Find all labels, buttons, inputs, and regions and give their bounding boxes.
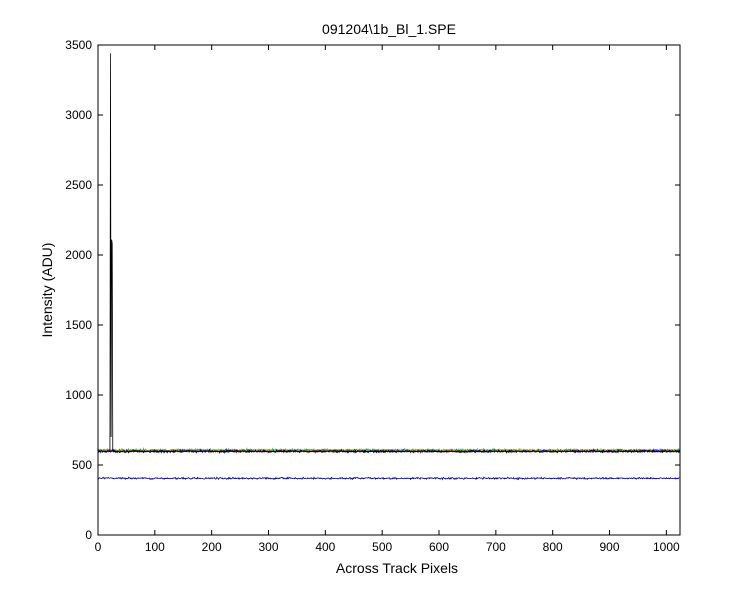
series-line	[97, 476, 680, 481]
y-tick-label: 0	[85, 528, 92, 542]
series-line	[97, 53, 680, 455]
x-tick-label: 800	[543, 540, 563, 554]
x-axis-label: Across Track Pixels	[336, 560, 458, 576]
y-axis-label: Intensity (ADU)	[39, 243, 55, 338]
x-axis-ticks: 0 100 200 300 400 500 600 700 800 900 1000	[95, 45, 680, 554]
plot-frame	[97, 44, 681, 536]
x-tick-label: 900	[600, 540, 620, 554]
x-tick-label: 600	[429, 540, 449, 554]
x-tick-label: 0	[95, 540, 102, 554]
x-tick-label: 400	[315, 540, 335, 554]
y-tick-label: 500	[72, 458, 92, 472]
x-tick-label: 700	[486, 540, 506, 554]
y-tick-label: 3500	[65, 38, 92, 52]
x-tick-label: 300	[258, 540, 278, 554]
series-layer	[97, 53, 680, 481]
y-tick-label: 1000	[65, 388, 92, 402]
x-tick-label: 200	[202, 540, 222, 554]
chart-title: 091204\1b_Bl_1.SPE	[322, 21, 456, 37]
y-tick-label: 3000	[65, 108, 92, 122]
x-tick-label: 500	[372, 540, 392, 554]
x-tick-label: 100	[145, 540, 165, 554]
y-tick-label: 2000	[65, 248, 92, 262]
plot-area	[98, 45, 680, 535]
x-tick-label: 1000	[653, 540, 680, 554]
y-axis-ticks: 0 500 1000 1500 2000 2500 3000 3500	[65, 38, 680, 542]
y-tick-label: 2500	[65, 178, 92, 192]
y-tick-label: 1500	[65, 318, 92, 332]
